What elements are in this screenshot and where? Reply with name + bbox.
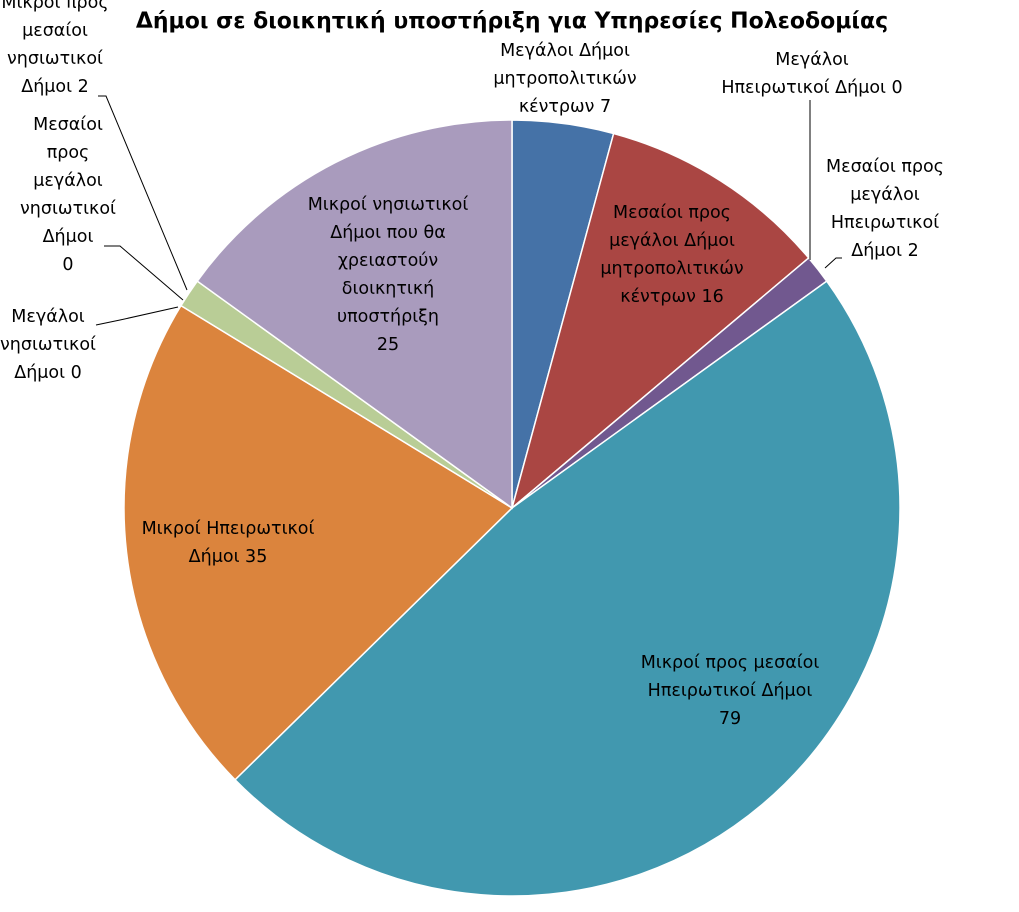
pie-slice <box>123 304 514 781</box>
data-label-line: Μεσαίοι προς <box>613 203 731 223</box>
data-label-line: νησιωτικοί <box>20 199 116 219</box>
data-label-line: Δήμοι που θα <box>330 223 446 243</box>
data-label-line: νησιωτικοί <box>0 335 96 355</box>
data-label: Μεσαίοι προς μεγάλοι νησιωτικοί Δήμοι 0 <box>20 115 116 275</box>
data-label-line: Δήμοι <box>43 227 94 247</box>
data-label-line: Ηπειρωτικοί Δήμοι <box>648 681 813 701</box>
leader-lines <box>95 95 842 326</box>
data-label-line: Μεσαίοι <box>33 115 103 135</box>
data-label-line: μεγάλοι <box>850 185 920 205</box>
data-label-line: κέντρων 7 <box>519 97 611 117</box>
data-label: Μικροί προς μεσαίοι Ηπειρωτικοί Δήμοι 79 <box>641 653 820 729</box>
data-label-line: Δήμοι 35 <box>189 547 268 567</box>
data-label-line: 0 <box>62 255 73 275</box>
data-label-line: Δήμοι 0 <box>14 363 82 383</box>
pie-slice <box>196 119 513 510</box>
pie-slices <box>123 119 901 897</box>
data-label-line: Μεγάλοι <box>775 50 849 70</box>
data-label: Μικροί Ηπειρωτικοί Δήμοι 35 <box>142 519 315 567</box>
data-label-line: χρειαστούν <box>338 251 438 271</box>
data-label-line: μεγάλοι <box>33 171 103 191</box>
data-label-line: μεγάλοι Δήμοι <box>609 231 735 251</box>
data-label: Μικροί προς μεσαίοι νησιωτικοί Δήμοι 2 <box>1 0 108 97</box>
data-label-line: 79 <box>719 709 741 729</box>
data-label: Μεσαίοι προς μεγάλοι Δήμοι μητροπολιτικών κ… <box>600 203 743 307</box>
data-label: Μεσαίοι προς μεγάλοι Ηπειρωτικοί Δήμοι 2 <box>826 157 944 261</box>
data-label: Μεγάλοι Δήμοι μητροπολιτικών κέντρων 7 <box>493 41 636 117</box>
leader-line <box>98 95 188 291</box>
data-label-line: Μικροί προς <box>1 0 108 13</box>
data-label-line: Μεγάλοι Δήμοι <box>500 41 630 61</box>
data-label-line: διοικητική <box>342 279 435 299</box>
slice-labels: Μεγάλοι Δήμοι μητροπολιτικών κέντρων 7 Μεσα… <box>0 0 944 729</box>
data-label: Μεγάλοι νησιωτικοί Δήμοι 0 <box>0 307 96 383</box>
data-label-line: προς <box>47 143 90 163</box>
data-label-line: Δήμοι 2 <box>851 241 919 261</box>
data-label-line: Μικροί Ηπειρωτικοί <box>142 519 315 539</box>
data-label-line: Ηπειρωτικοί Δήμοι 0 <box>721 78 902 98</box>
data-label-line: κέντρων 16 <box>620 287 723 307</box>
data-label: Μικροί νησιωτικοί Δήμοι που θα χρειαστούν δ… <box>308 195 469 355</box>
pie-slice <box>510 132 810 511</box>
data-label-line: νησιωτικοί <box>7 49 103 69</box>
data-label-line: μητροπολιτικών <box>600 259 743 279</box>
leader-line <box>104 245 184 301</box>
data-label-line: Μικροί προς μεσαίοι <box>641 653 820 673</box>
data-label-line: Μεγάλοι <box>11 307 85 327</box>
data-label: Μεγάλοι Ηπειρωτικοί Δήμοι 0 <box>721 50 902 98</box>
data-label-line: υποστήριξη <box>337 307 439 327</box>
leader-line <box>95 306 179 326</box>
data-label-line: Μικροί νησιωτικοί <box>308 195 469 215</box>
data-label-line: Ηπειρωτικοί <box>831 213 939 233</box>
data-label-line: Δήμοι 2 <box>21 77 89 97</box>
leader-line <box>824 257 842 269</box>
data-label-line: Μεσαίοι προς <box>826 157 944 177</box>
chart-title: Δήμοι σε διοικητική υποστήριξη για Υπηρε… <box>136 9 888 34</box>
data-label-line: μητροπολιτικών <box>493 69 636 89</box>
data-label-line: 25 <box>377 335 399 355</box>
data-label-line: μεσαίοι <box>22 21 88 41</box>
pie-slice <box>233 280 901 897</box>
